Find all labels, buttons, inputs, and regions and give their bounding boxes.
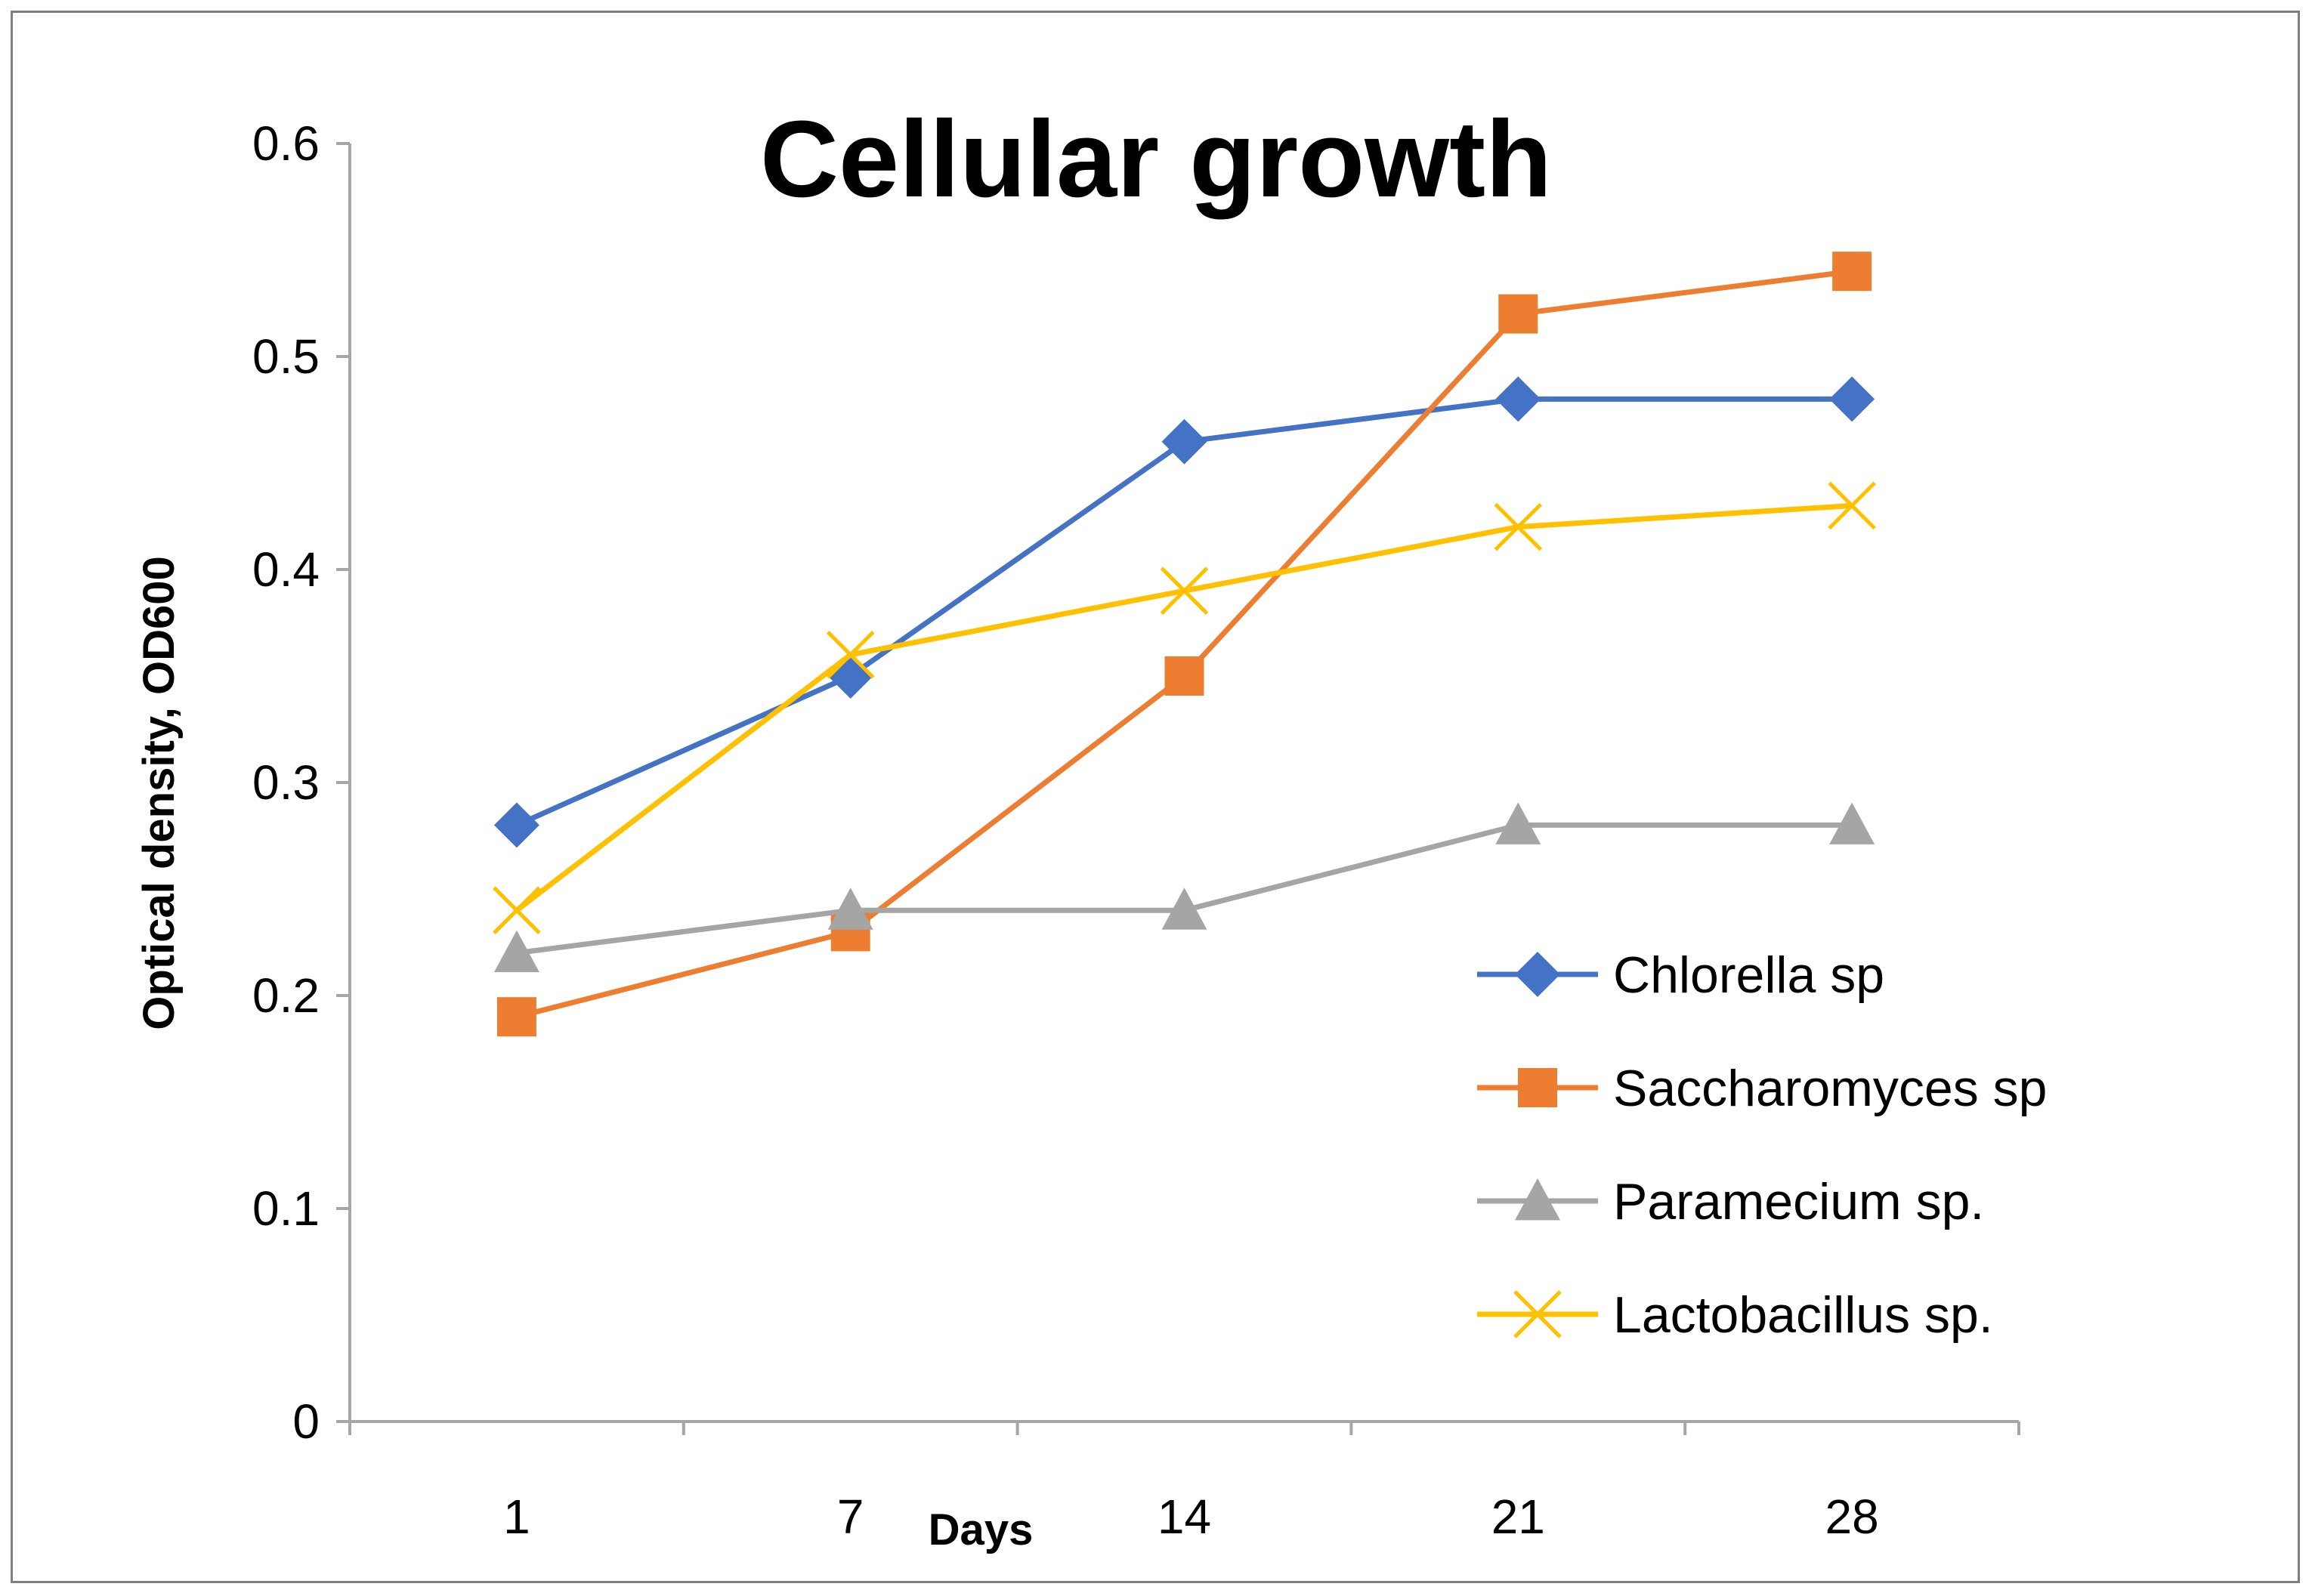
legend-label: Chlorella sp (1613, 946, 1884, 1004)
y-tick-label: 0.6 (252, 116, 320, 171)
data-point (1161, 418, 1207, 465)
data-point (1829, 802, 1875, 844)
data-point (1495, 376, 1541, 422)
legend-item: Paramecium sp. (1477, 1173, 1984, 1230)
legend-marker (1518, 1068, 1557, 1107)
data-point (1498, 294, 1538, 334)
y-tick-label: 0.3 (252, 755, 320, 810)
chart-frame (11, 11, 2300, 1583)
x-ticks: 1 7 14 21 28 (348, 1422, 2020, 1544)
legend-marker (1515, 952, 1560, 997)
data-point (493, 930, 539, 973)
x-tick-label: 7 (837, 1489, 864, 1544)
data-point (826, 631, 875, 679)
legend-label: Lactobacillus sp. (1613, 1286, 1993, 1344)
x-tick-label: 21 (1491, 1489, 1545, 1544)
legend-label: Saccharomyces sp (1613, 1060, 2047, 1117)
y-ticks: 0 0.1 0.2 0.3 0.4 0.5 0.6 (252, 116, 350, 1449)
data-point (493, 886, 541, 934)
data-point (1832, 252, 1872, 292)
data-point (1160, 566, 1209, 615)
y-tick-label: 0.2 (252, 968, 320, 1023)
series-layer (493, 252, 1876, 1037)
data-point (827, 888, 873, 930)
data-point (1829, 376, 1875, 422)
legend-item: Saccharomyces sp (1477, 1060, 2047, 1117)
series-line (515, 502, 1853, 912)
x-tick-label: 14 (1158, 1489, 1211, 1544)
series-2 (493, 802, 1875, 973)
data-point (1494, 502, 1543, 551)
y-tick-label: 0.1 (252, 1181, 320, 1236)
data-point (1828, 481, 1876, 530)
data-point (493, 802, 539, 848)
legend-label: Paramecium sp. (1613, 1173, 1984, 1230)
data-point (1164, 656, 1204, 696)
legend-item: Lactobacillus sp. (1477, 1286, 1993, 1344)
y-tick-label: 0 (292, 1394, 320, 1449)
chart-title: Cellular growth (760, 98, 1552, 220)
x-tick-label: 1 (503, 1489, 530, 1544)
y-tick-label: 0.4 (252, 542, 320, 597)
legend-item: Chlorella sp (1477, 946, 1884, 1004)
data-point (827, 653, 873, 699)
series-0 (493, 376, 1875, 848)
data-point (1495, 802, 1541, 844)
y-tick-label: 0.5 (252, 329, 320, 384)
legend: Chlorella sp Saccharomyces sp Paramecium s… (1477, 946, 2047, 1344)
legend-marker (1513, 1290, 1562, 1338)
data-point (496, 997, 536, 1037)
legend-marker (1515, 1178, 1560, 1221)
x-tick-label: 28 (1825, 1489, 1879, 1544)
series-3 (493, 481, 1876, 934)
data-point (1161, 888, 1207, 930)
x-axis-title: Days (929, 1505, 1034, 1554)
y-axis-title: Optical density, OD600 (134, 556, 184, 1030)
